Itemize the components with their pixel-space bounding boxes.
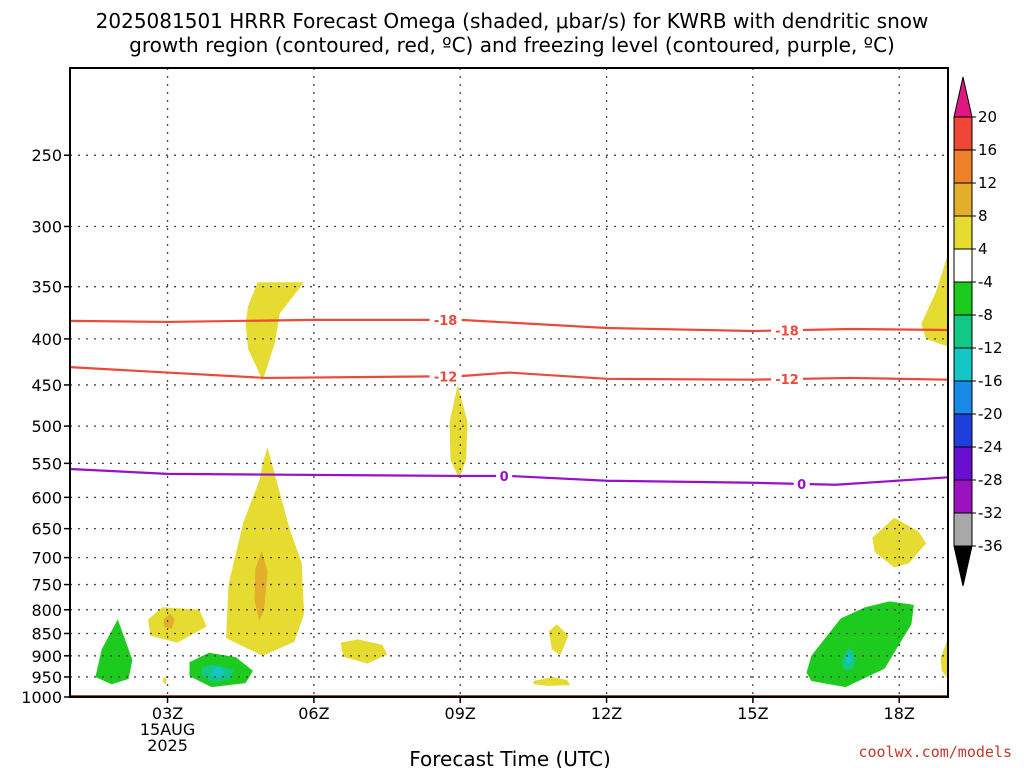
colorbar-bin--4 <box>953 248 973 283</box>
colorbar-label--28: -28 <box>978 471 1003 489</box>
colorbar-label--20: -20 <box>978 405 1003 423</box>
plot-frame <box>69 67 949 698</box>
y-tick-label-300: 300 <box>31 217 62 236</box>
y-tick-label-950: 950 <box>31 668 62 687</box>
x-tick-label-15Z: 15Z <box>737 704 768 723</box>
omega-region-8 <box>162 677 167 685</box>
colorbar-label-20: 20 <box>978 108 997 126</box>
x-tick-label-06Z: 06Z <box>298 704 329 723</box>
colorbar-bin--20 <box>953 380 973 415</box>
colorbar-label--32: -32 <box>978 504 1003 522</box>
y-tick-label-650: 650 <box>31 520 62 539</box>
colorbar-bottom-arrow <box>953 545 973 587</box>
contour-label-0-0: -18 <box>434 314 458 329</box>
omega-region-3 <box>226 447 305 656</box>
y-tick-label-500: 500 <box>31 417 62 436</box>
colorbar-bin--12 <box>953 314 973 349</box>
colorbar-label--36: -36 <box>978 537 1003 555</box>
omega-region-10 <box>940 638 948 679</box>
omega-region-18 <box>212 666 226 678</box>
contour-label-0-1: -18 <box>775 324 799 339</box>
contour-label-bg <box>771 323 804 338</box>
contour-minus12 <box>70 366 948 381</box>
omega-region-7 <box>533 677 570 686</box>
contour-label-bg <box>429 369 462 384</box>
chart-title-line-2: growth region (contoured, red, ºC) and f… <box>129 33 895 57</box>
omega-region-6 <box>549 624 569 655</box>
y-tick-label-1000: 1000 <box>21 688 62 707</box>
y-tick-label-750: 750 <box>31 576 62 595</box>
colorbar-bin--16 <box>953 347 973 382</box>
omega-region-9 <box>872 517 927 568</box>
y-tick-label-400: 400 <box>31 330 62 349</box>
colorbar-bin--36 <box>953 512 973 547</box>
omega-region-2 <box>449 384 468 479</box>
contour-minus18 <box>70 318 948 333</box>
contour-label-1-1: -12 <box>775 373 799 388</box>
y-tick-label-250: 250 <box>31 146 62 165</box>
colorbar-label-4: 4 <box>978 240 988 258</box>
omega-region-4 <box>148 607 207 643</box>
colorbar-bin--32 <box>953 479 973 514</box>
omega-region-5 <box>340 639 388 664</box>
colorbar-bin--24 <box>953 413 973 448</box>
omega-region-11 <box>254 550 268 621</box>
y-tick-label-600: 600 <box>31 488 62 507</box>
contour-label-bg <box>771 372 804 387</box>
omega-region-1 <box>921 254 948 347</box>
contour-label-bg <box>793 476 810 491</box>
omega-region-0 <box>245 282 305 381</box>
plot-content: -18 -18 -12 -12 0 0 <box>70 68 948 697</box>
colorbar-bin--28 <box>953 446 973 481</box>
x-tick-label-18Z: 18Z <box>884 704 915 723</box>
y-tick-label-900: 900 <box>31 647 62 666</box>
colorbar-label-12: 12 <box>978 174 997 192</box>
colorbar-label-16: 16 <box>978 141 997 159</box>
colorbar-label--12: -12 <box>978 339 1003 357</box>
x-tick-label-12Z: 12Z <box>591 704 622 723</box>
plot-area: -18 -18 -12 -12 0 0 250 300 350 400 450 500 550 600 65… <box>21 67 949 755</box>
colorbar-label--8: -8 <box>978 306 993 324</box>
omega-region-19 <box>845 654 853 664</box>
x-date-label-0: 15AUG <box>140 720 195 739</box>
y-tick-label-800: 800 <box>31 601 62 620</box>
colorbar-label--16: -16 <box>978 372 1003 390</box>
colorbar-bin-16 <box>953 116 973 151</box>
x-tick-label-09Z: 09Z <box>445 704 476 723</box>
y-tick-label-700: 700 <box>31 549 62 568</box>
colorbar-bin-8 <box>953 182 973 217</box>
x-axis-title: Forecast Time (UTC) <box>409 747 611 768</box>
x-tick-label-03Z: 03Z <box>152 704 183 723</box>
source-credit: coolwx.com/models <box>858 743 1012 761</box>
y-tick-label-350: 350 <box>31 278 62 297</box>
contour-label-2-1: 0 <box>797 478 806 493</box>
y-tick-label-450: 450 <box>31 376 62 395</box>
y-tick-label-550: 550 <box>31 454 62 473</box>
colorbar: 20 16 12 8 4 -4 -8 -12 -16 -20 -24 -28 -32 -36 <box>953 76 1003 587</box>
omega-region-12 <box>163 613 175 629</box>
colorbar-top-arrow <box>953 76 973 118</box>
omega-region-13 <box>95 619 133 685</box>
colorbar-label--4: -4 <box>978 273 993 291</box>
contour-label-2-0: 0 <box>500 470 509 485</box>
colorbar-label--24: -24 <box>978 438 1003 456</box>
y-tick-label-850: 850 <box>31 624 62 643</box>
x-date-label-1: 2025 <box>147 736 188 755</box>
contour-label-bg <box>429 312 462 327</box>
contour-label-bg <box>496 468 513 483</box>
omega-region-15 <box>806 601 914 688</box>
colorbar-bin-12 <box>953 149 973 184</box>
contour-label-1-0: -12 <box>434 370 458 385</box>
colorbar-label-8: 8 <box>978 207 988 225</box>
chart-title-line-1: 2025081501 HRRR Forecast Omega (shaded, … <box>96 9 929 33</box>
colorbar-bin-4 <box>953 215 973 250</box>
colorbar-bin--8 <box>953 281 973 316</box>
